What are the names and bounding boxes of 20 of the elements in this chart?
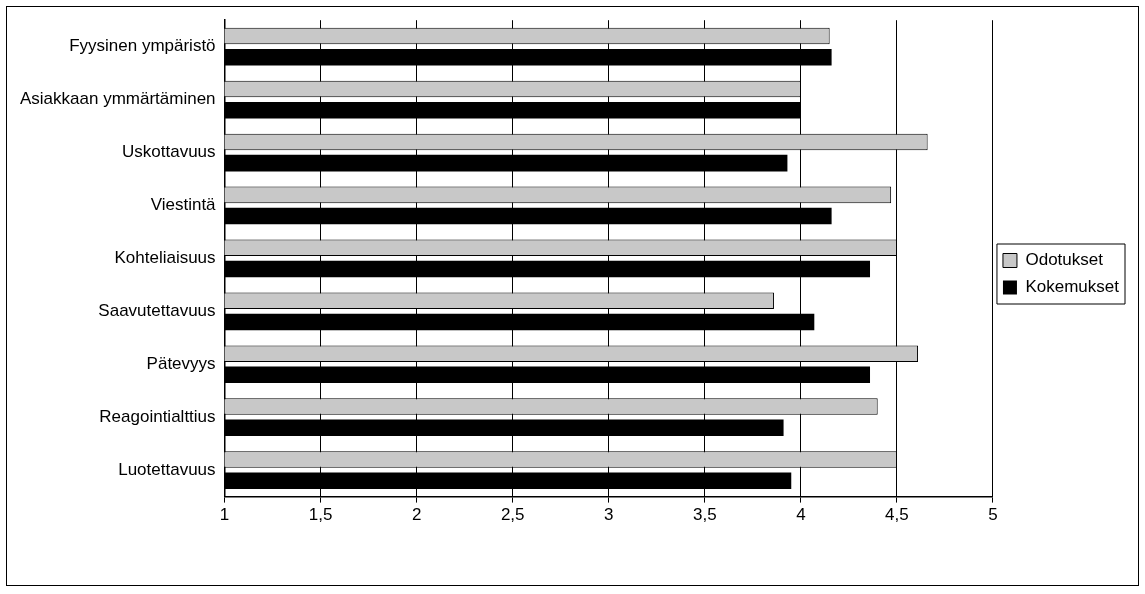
legend-label: Odotukset <box>1025 250 1104 270</box>
x-tick-label: 3 <box>604 505 614 525</box>
x-tick-label: 4,5 <box>885 505 909 525</box>
x-tick-label: 2 <box>411 505 422 525</box>
x-tick-label: 5 <box>988 505 998 525</box>
y-tick-label: Uskottavuus <box>122 142 216 162</box>
legend-label: Kokemukset <box>1025 277 1120 297</box>
y-tick-label: Viestintä <box>150 195 217 215</box>
y-tick-label: Fyysinen ympäristö <box>69 36 216 56</box>
x-tick-label: 1 <box>219 505 230 525</box>
x-tick-label: 3,5 <box>692 505 717 525</box>
x-tick-label: 4 <box>796 505 806 525</box>
x-tick-label: 1,5 <box>308 505 333 525</box>
y-tick-label: Pätevyys <box>146 353 216 373</box>
y-tick-label: Kohteliaisuus <box>114 248 216 268</box>
y-tick-label: Reagointialttius <box>99 406 216 426</box>
y-tick-label: Saavutettavuus <box>98 301 216 321</box>
y-tick-label: Asiakkaan ymmärtäminen <box>20 89 216 109</box>
y-tick-label: Luotettavuus <box>118 459 216 479</box>
x-tick-label: 2,5 <box>500 505 525 525</box>
